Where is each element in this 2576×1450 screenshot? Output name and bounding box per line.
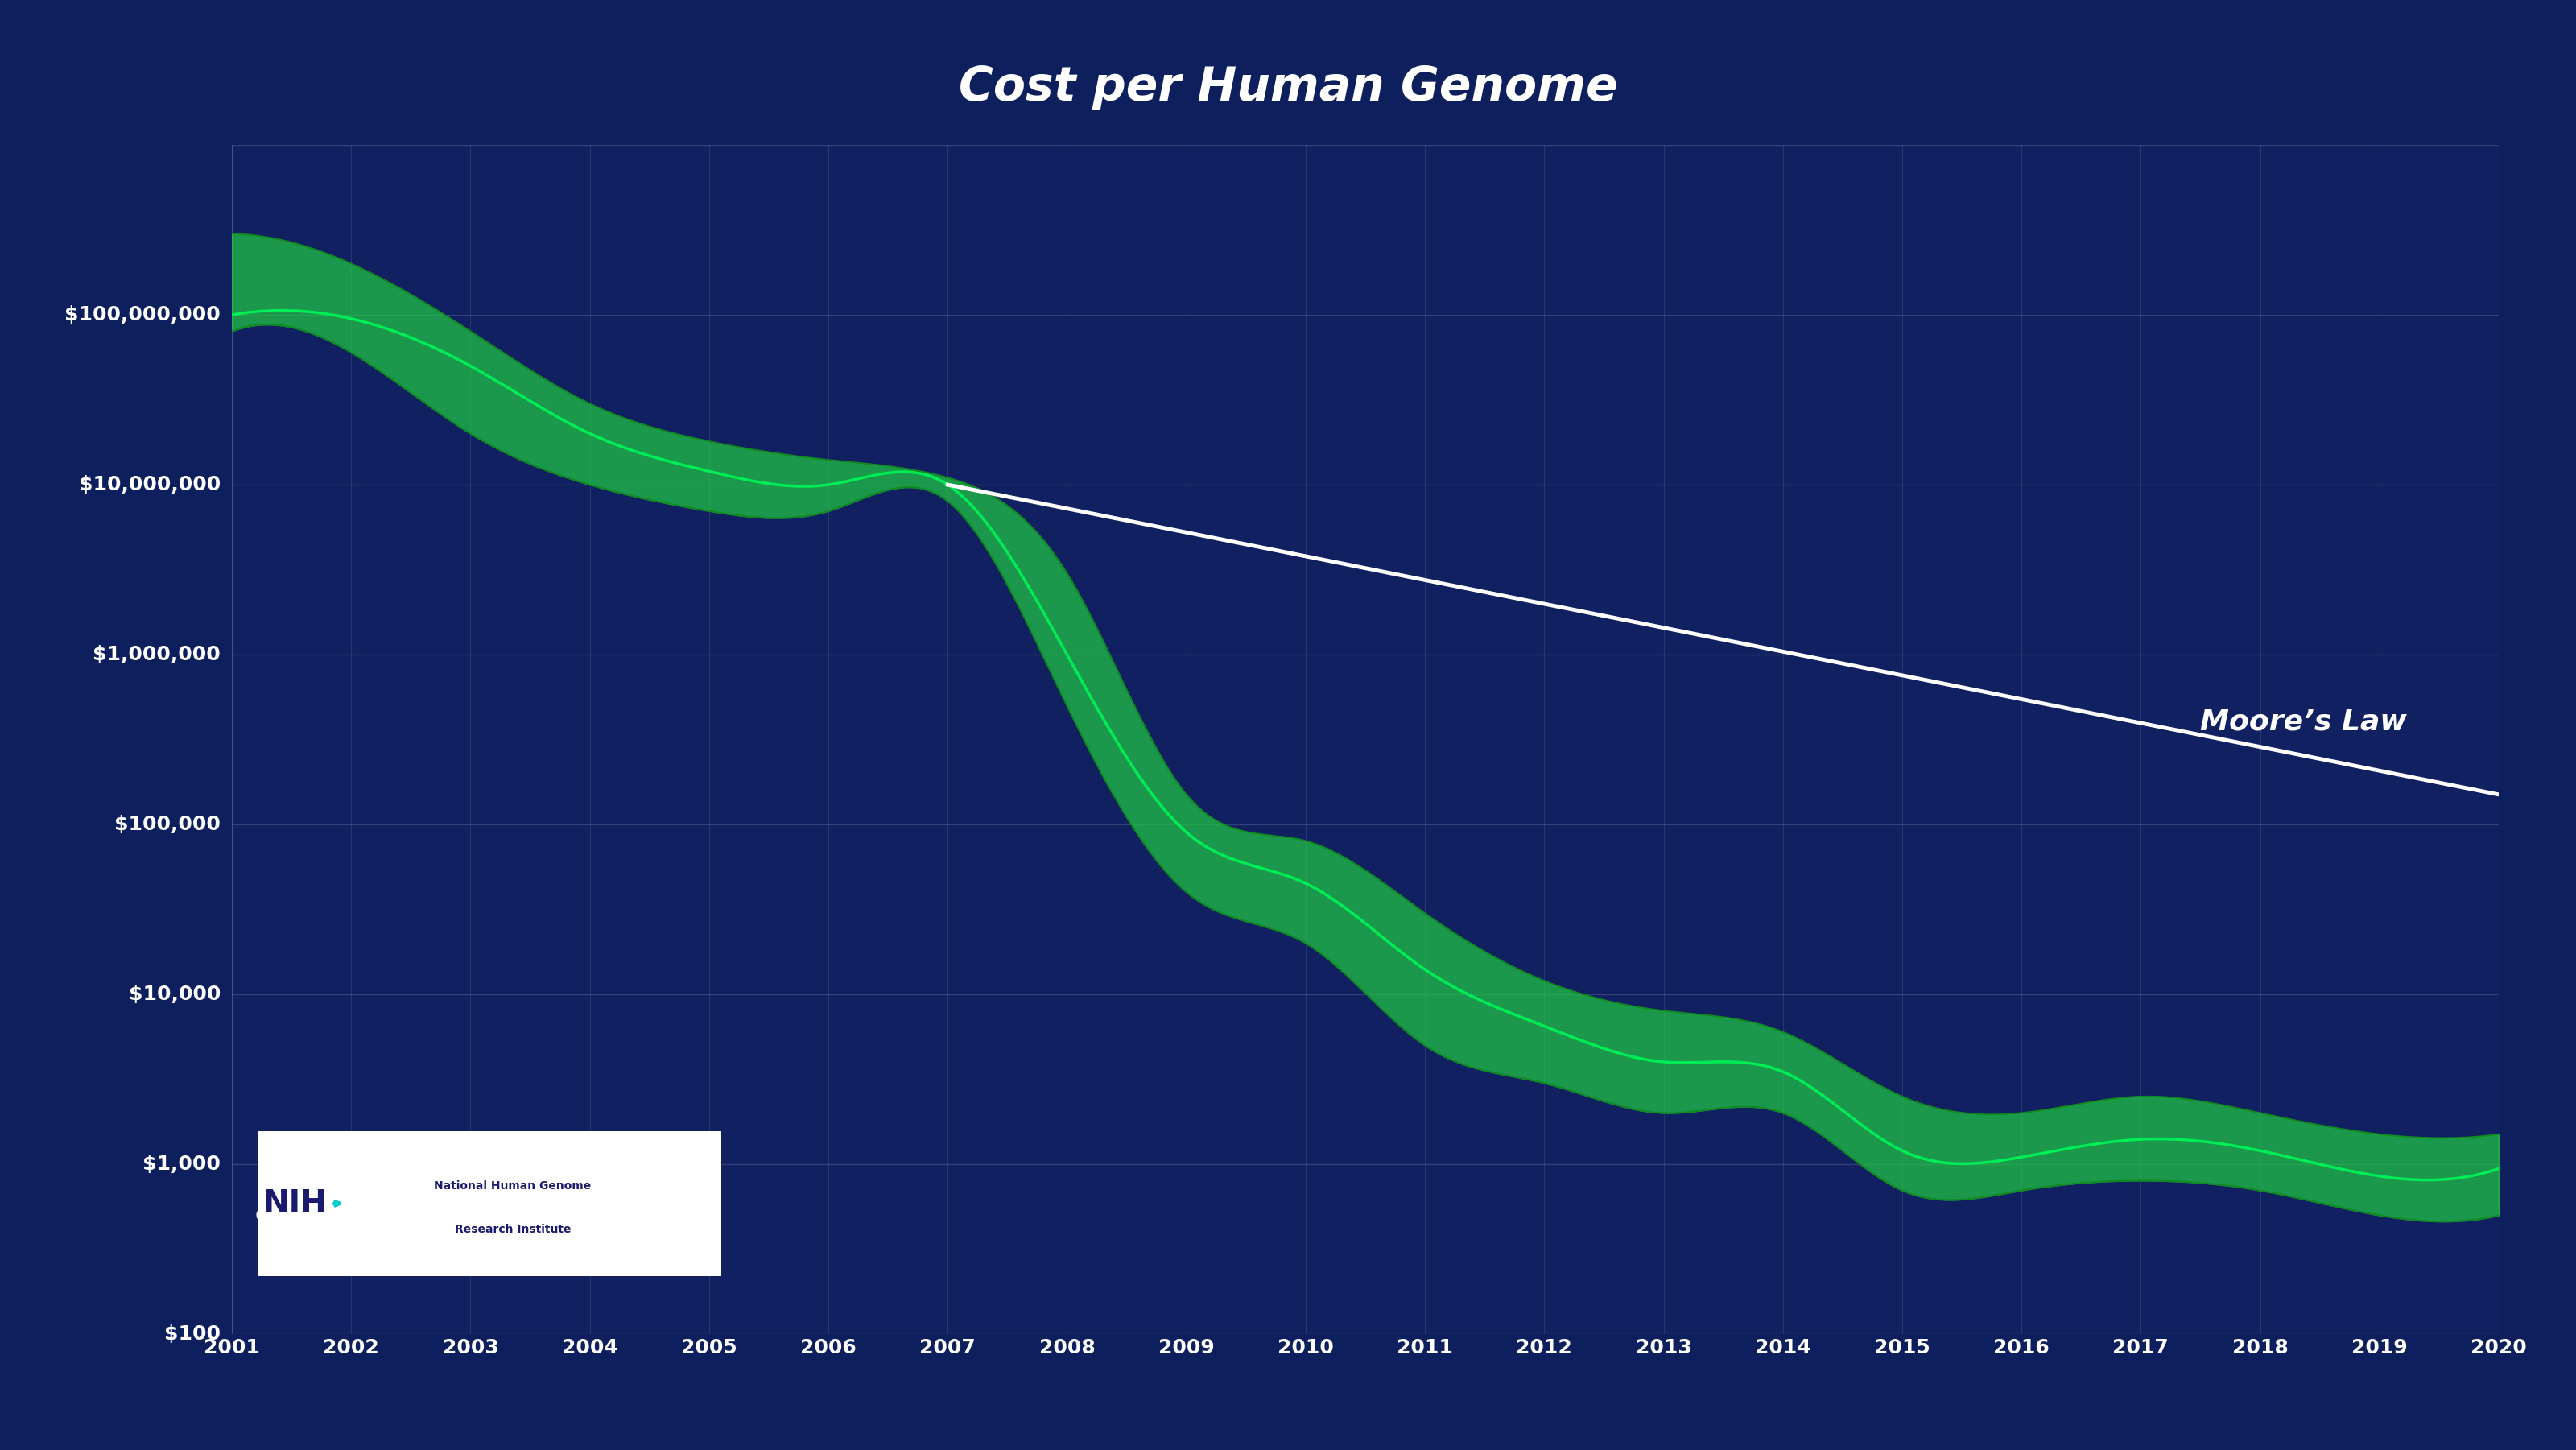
Text: genome.gov/sequencingcosts: genome.gov/sequencingcosts — [255, 1205, 554, 1225]
Text: $1,000,000: $1,000,000 — [93, 645, 222, 664]
Text: Research Institute: Research Institute — [453, 1224, 572, 1235]
Text: $10,000,000: $10,000,000 — [80, 476, 222, 494]
Text: Moore’s Law: Moore’s Law — [2200, 709, 2406, 735]
Text: Cost per Human Genome: Cost per Human Genome — [958, 64, 1618, 110]
Text: $100,000: $100,000 — [113, 815, 222, 834]
Text: NIH: NIH — [263, 1188, 327, 1219]
Text: $1,000: $1,000 — [142, 1154, 222, 1174]
Text: $10,000: $10,000 — [129, 985, 222, 1003]
Text: National Human Genome: National Human Genome — [433, 1180, 592, 1192]
Text: $100: $100 — [165, 1324, 222, 1344]
Text: $100,000,000: $100,000,000 — [64, 304, 222, 325]
